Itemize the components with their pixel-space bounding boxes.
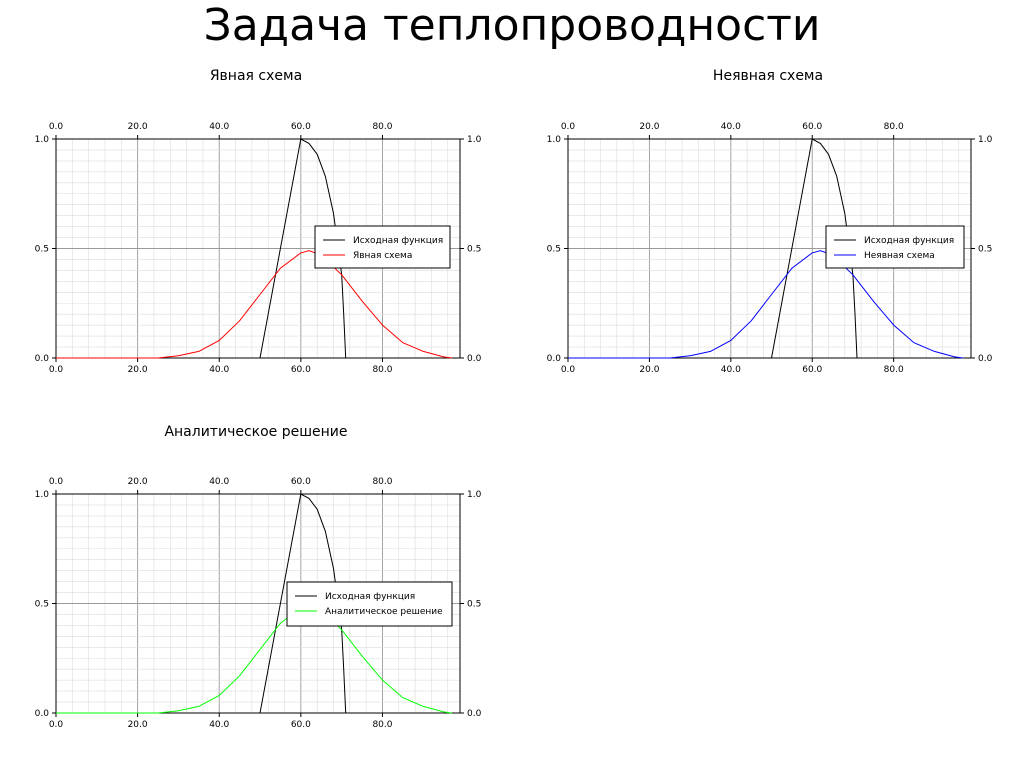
chart-panel-3: Аналитическое решение0.00.020.020.040.04…: [35, 424, 482, 730]
legend-box: [286, 581, 453, 627]
x-tick-label: 80.0: [372, 720, 392, 730]
y-tick-label: 0.5: [547, 245, 561, 255]
x-tick-label: 20.0: [639, 365, 659, 375]
y-tick-label-right: 0.5: [467, 600, 481, 610]
page-title: Задача теплопроводности: [203, 0, 821, 51]
legend-label: Явная схема: [353, 251, 412, 261]
x-tick-label: 80.0: [884, 365, 904, 375]
legend-label: Исходная функция: [864, 236, 954, 246]
x-tick-label-top: 20.0: [128, 122, 148, 132]
x-tick-label-top: 80.0: [884, 122, 904, 132]
x-tick-label-top: 40.0: [209, 477, 229, 487]
chart-title: Явная схема: [210, 68, 302, 84]
legend-box: [825, 225, 965, 269]
y-tick-label-right: 0.5: [467, 245, 481, 255]
x-tick-label: 40.0: [721, 365, 741, 375]
legend-label: Исходная функция: [325, 592, 415, 602]
x-tick-label: 0.0: [49, 720, 64, 730]
y-tick-label-right: 0.5: [978, 245, 992, 255]
x-tick-label: 60.0: [291, 365, 311, 375]
x-tick-label-top: 40.0: [209, 122, 229, 132]
y-tick-label-right: 0.0: [467, 354, 482, 364]
x-tick-label-top: 80.0: [372, 122, 392, 132]
x-tick-label: 40.0: [209, 720, 229, 730]
x-tick-label: 60.0: [291, 720, 311, 730]
x-tick-label: 40.0: [209, 365, 229, 375]
x-tick-label-top: 0.0: [561, 122, 576, 132]
chart-panel-1: Явная схема0.00.020.020.040.040.060.060.…: [35, 68, 482, 375]
y-tick-label-right: 0.0: [978, 354, 993, 364]
x-tick-label: 80.0: [372, 365, 392, 375]
series-line-2: [56, 250, 452, 359]
x-tick-label-top: 40.0: [721, 122, 741, 132]
x-tick-label: 0.0: [561, 365, 576, 375]
x-tick-label-top: 60.0: [291, 477, 311, 487]
legend-label: Исходная функция: [353, 236, 443, 246]
series-line-1: [56, 493, 460, 714]
x-tick-label: 0.0: [49, 365, 64, 375]
chart-panel-2: Неявная схема0.00.020.020.040.040.060.06…: [547, 68, 993, 375]
series-line-1: [56, 138, 460, 359]
y-tick-label-right: 1.0: [978, 135, 993, 145]
x-tick-label-top: 20.0: [128, 477, 148, 487]
x-tick-label: 20.0: [128, 365, 148, 375]
x-tick-label: 20.0: [128, 720, 148, 730]
x-tick-label: 60.0: [802, 365, 822, 375]
x-tick-label-top: 60.0: [802, 122, 822, 132]
legend: Исходная функция Аналитическое решение: [286, 581, 453, 627]
x-tick-label-top: 20.0: [639, 122, 659, 132]
y-tick-label-right: 1.0: [467, 135, 482, 145]
legend: Исходная функция Неявная схема: [825, 225, 965, 269]
y-tick-label: 1.0: [547, 135, 562, 145]
x-tick-label-top: 0.0: [49, 122, 64, 132]
series-line-1: [568, 138, 971, 359]
y-tick-label-right: 0.0: [467, 709, 482, 719]
series-line-2: [568, 250, 963, 359]
y-tick-label: 1.0: [35, 490, 50, 500]
y-tick-label: 0.5: [35, 245, 49, 255]
x-tick-label-top: 0.0: [49, 477, 64, 487]
legend-box: [314, 225, 451, 269]
y-tick-label: 0.0: [35, 709, 50, 719]
chart-title: Неявная схема: [713, 68, 823, 84]
y-tick-label: 0.5: [35, 600, 49, 610]
y-tick-label: 0.0: [35, 354, 50, 364]
y-tick-label: 1.0: [35, 135, 50, 145]
y-tick-label: 0.0: [547, 354, 562, 364]
chart-title: Аналитическое решение: [164, 424, 347, 440]
legend-label: Аналитическое решение: [325, 607, 443, 617]
legend: Исходная функция Явная схема: [314, 225, 451, 269]
legend-label: Неявная схема: [864, 251, 935, 261]
y-tick-label-right: 1.0: [467, 490, 482, 500]
x-tick-label-top: 80.0: [372, 477, 392, 487]
x-tick-label-top: 60.0: [291, 122, 311, 132]
